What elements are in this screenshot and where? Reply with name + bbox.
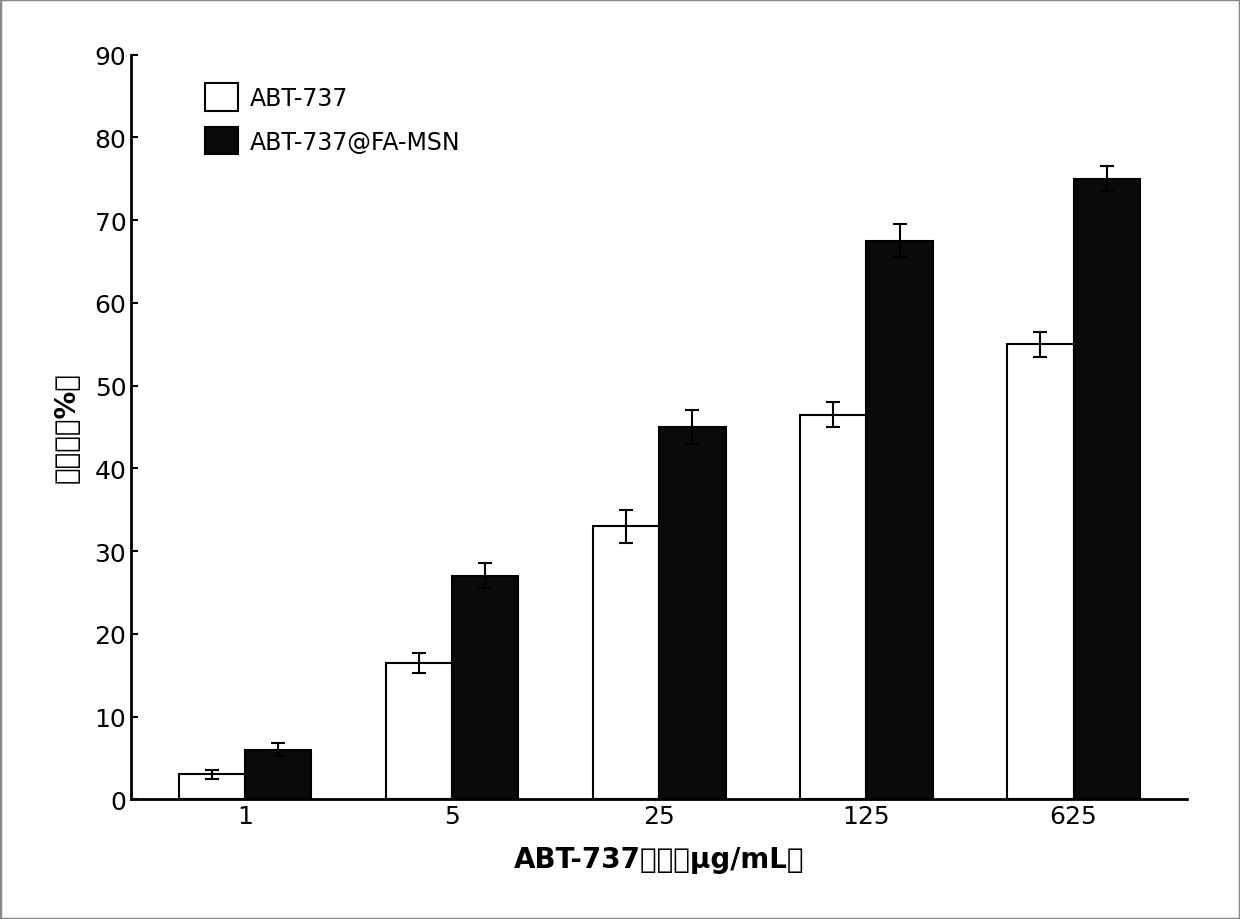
Bar: [1007, 345, 1074, 800]
Bar: [867, 242, 932, 800]
Legend: ABT-737, ABT-737@FA-MSN: ABT-737, ABT-737@FA-MSN: [196, 74, 470, 165]
Bar: [453, 576, 518, 800]
Bar: [386, 664, 453, 800]
Bar: [1074, 179, 1140, 800]
Bar: [800, 415, 867, 800]
Bar: [179, 775, 246, 800]
Bar: [660, 427, 725, 800]
Bar: [246, 750, 311, 800]
Y-axis label: 抑瘤率（%）: 抑瘤率（%）: [52, 372, 81, 482]
Bar: [593, 527, 660, 800]
X-axis label: ABT-737浓度（μg/mL）: ABT-737浓度（μg/mL）: [515, 845, 805, 873]
